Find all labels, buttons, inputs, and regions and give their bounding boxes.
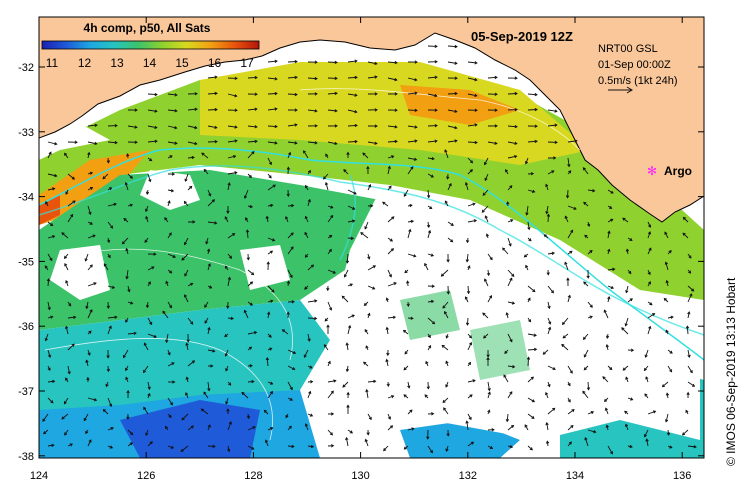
argo-marker: ✻	[647, 164, 657, 178]
x-tick-label: 128	[244, 470, 262, 482]
colorbar-tick-label: 17	[240, 56, 254, 70]
credit-text: © IMOS 06-Sep-2019 13:13 Hobart	[724, 278, 738, 466]
x-tick-label: 134	[566, 470, 584, 482]
y-tick-label: -34	[18, 192, 34, 204]
argo-label: Argo	[664, 164, 692, 178]
y-tick-label: -32	[18, 62, 34, 74]
x-tick-label: 136	[673, 470, 691, 482]
x-tick-label: 132	[459, 470, 477, 482]
y-tick-label: -36	[18, 321, 34, 333]
colorbar-tick-label: 16	[208, 56, 222, 70]
x-tick-label: 124	[30, 470, 48, 482]
colorbar-tick-label: 13	[110, 56, 124, 70]
y-tick-label: -35	[18, 256, 34, 268]
y-tick-label: -33	[18, 127, 34, 139]
y-tick-label: -38	[18, 451, 34, 463]
model-info-line: NRT00 GSL	[598, 43, 658, 55]
colorbar-tick-label: 11	[46, 56, 59, 70]
colorbar-title: 4h comp, p50, All Sats	[84, 21, 211, 35]
model-info-line: 01-Sep 00:00Z	[598, 59, 671, 71]
colorbar-tick-label: 12	[78, 56, 92, 70]
x-tick-label: 130	[351, 470, 369, 482]
y-tick-label: -37	[18, 386, 34, 398]
colorbar-bar	[42, 41, 259, 49]
x-tick-label: 126	[137, 470, 155, 482]
colorbar-tick-label: 14	[143, 56, 157, 70]
colorbar-tick-label: 15	[175, 56, 189, 70]
map-timestamp: 05-Sep-2019 12Z	[471, 29, 573, 44]
model-info-line: 0.5m/s (1kt 24h)	[598, 75, 677, 87]
